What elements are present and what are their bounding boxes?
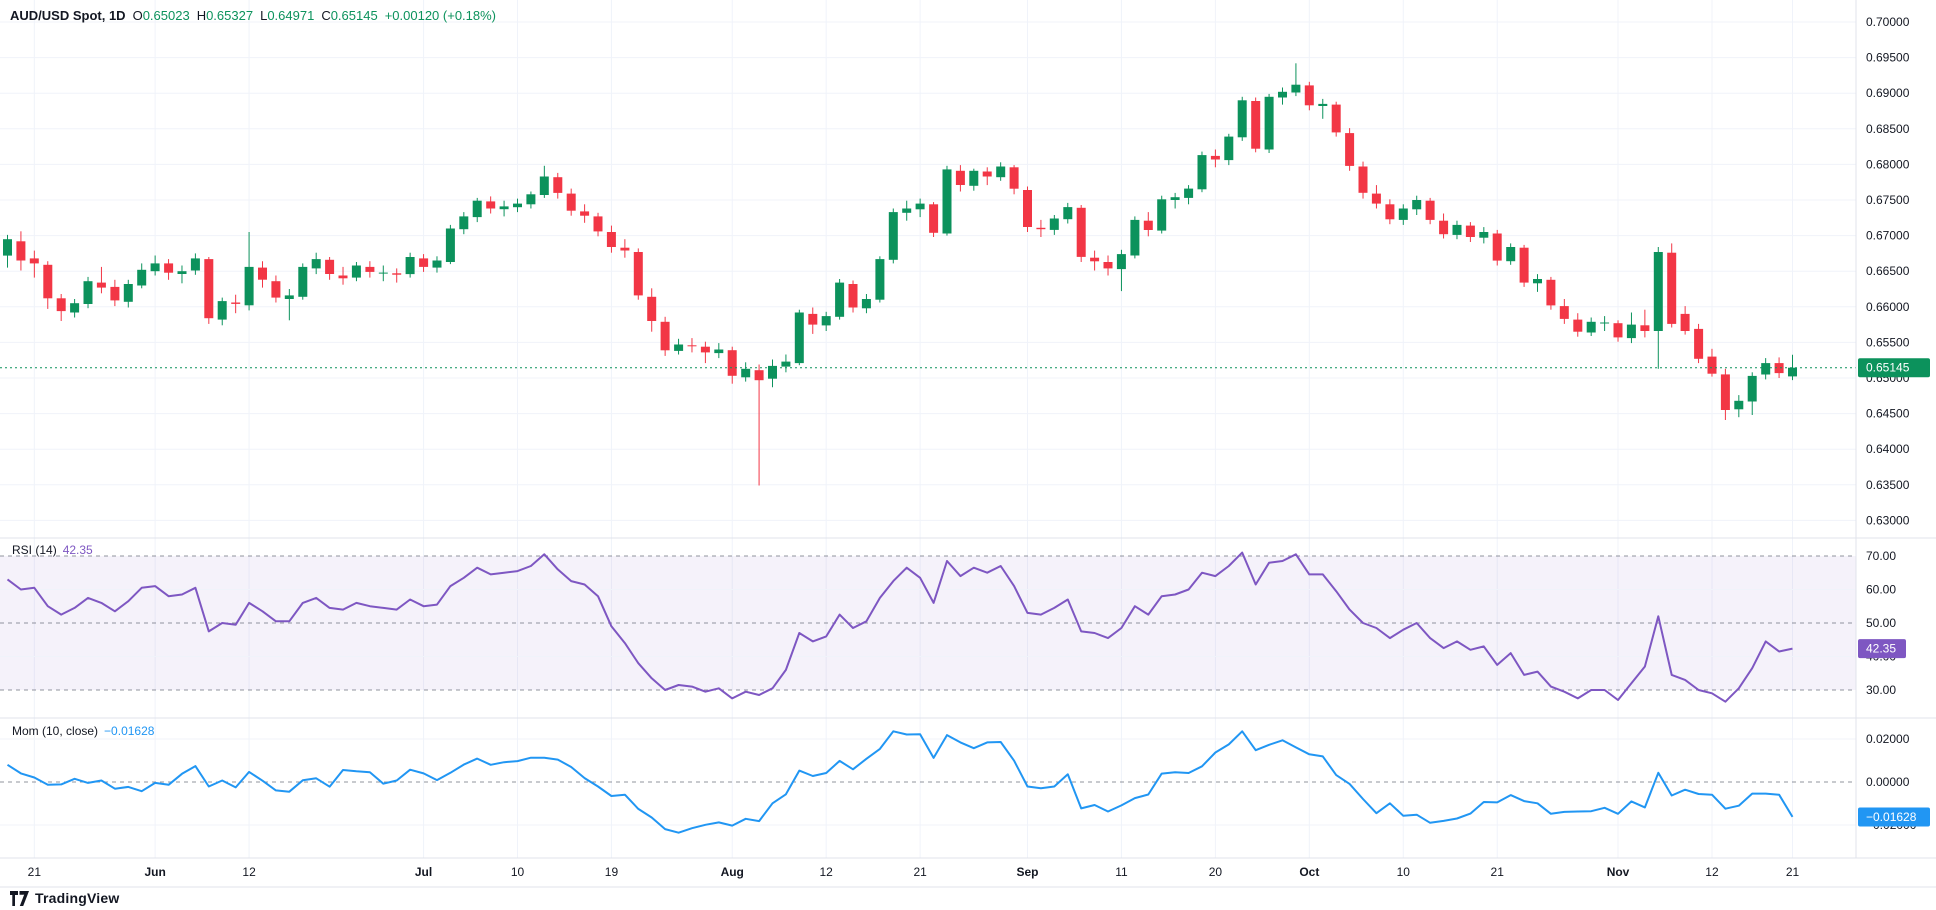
ohlc-open: O0.65023: [132, 8, 190, 23]
svg-text:0.65145: 0.65145: [1866, 361, 1910, 375]
time-axis-label: 19: [605, 865, 619, 879]
rsi-axis-label: 30.00: [1866, 683, 1896, 697]
candlestick-series[interactable]: [3, 63, 1797, 486]
tradingview-logo[interactable]: TradingView: [10, 890, 119, 906]
price-axis-label: 0.67500: [1866, 193, 1910, 207]
time-axis-label: Oct: [1299, 865, 1319, 879]
time-axis-label: 12: [242, 865, 256, 879]
time-axis-label: Nov: [1607, 865, 1630, 879]
ohlc-high: H0.65327: [196, 8, 254, 23]
svg-text:−0.01628: −0.01628: [1866, 810, 1917, 824]
time-axis-label: 21: [28, 865, 42, 879]
price-axis-label: 0.68500: [1866, 122, 1910, 136]
mom-badge: −0.01628: [1858, 807, 1930, 827]
ohlc-low: L0.64971: [260, 8, 315, 23]
price-axis-label: 0.69000: [1866, 86, 1910, 100]
momentum-line[interactable]: [6, 730, 1794, 834]
mom-axis-label: 0.02000: [1866, 732, 1910, 746]
price-axis-label: 0.68000: [1866, 157, 1910, 171]
price-axis-label: 0.70000: [1866, 15, 1910, 29]
time-axis-label: 21: [1491, 865, 1505, 879]
time-axis-label: 21: [1786, 865, 1800, 879]
time-axis-label: 11: [1115, 865, 1128, 879]
price-axis-label: 0.65500: [1866, 335, 1910, 349]
price-axis-label: 0.66500: [1866, 264, 1910, 278]
mom-value: −0.01628: [104, 724, 155, 738]
time-axis-label: 12: [820, 865, 834, 879]
time-axis[interactable]: 21 Jun 12 Jul 10 19 Aug 12 21 Sep 11 20 Oct 10 21 Nov 12…: [28, 865, 1800, 879]
rsi-value: 42.35: [62, 543, 93, 557]
price-axis-label: 0.64000: [1866, 442, 1910, 456]
rsi-line[interactable]: [6, 551, 1793, 703]
mom-name[interactable]: Mom (10, close): [12, 724, 99, 738]
price-axis-label: 0.67000: [1866, 229, 1910, 243]
price-axis-label: 0.64500: [1866, 407, 1910, 421]
time-axis-label: Aug: [721, 865, 744, 879]
rsi-legend: RSI (14) 42.35: [12, 543, 93, 557]
tradingview-brand-text: TradingView: [35, 890, 120, 906]
time-axis-label: 12: [1705, 865, 1719, 879]
rsi-name[interactable]: RSI (14): [12, 543, 57, 557]
change-value: +0.00120 (+0.18%): [384, 8, 497, 23]
time-axis-label: 20: [1209, 865, 1223, 879]
time-axis-label: Jun: [144, 865, 165, 879]
time-axis-label: 10: [511, 865, 525, 879]
price-axis-label: 0.69500: [1866, 51, 1910, 65]
time-axis-label: Sep: [1016, 865, 1038, 879]
price-axis-label: 0.66000: [1866, 300, 1910, 314]
rsi-axis-label: 70.00: [1866, 549, 1896, 563]
price-axis-label: 0.63500: [1866, 478, 1910, 492]
time-axis-label: Jul: [415, 865, 432, 879]
ohlc-close: C0.65145: [321, 8, 378, 23]
mom-legend: Mom (10, close) −0.01628: [12, 724, 154, 738]
symbol-title[interactable]: AUD/USD Spot, 1D: [10, 8, 126, 23]
rsi-axis-label: 60.00: [1866, 582, 1896, 596]
rsi-badge: 42.35: [1858, 639, 1906, 659]
time-axis-label: 21: [913, 865, 927, 879]
price-badge: 0.65145: [1858, 358, 1930, 378]
time-axis-label: 10: [1397, 865, 1411, 879]
symbol-legend: AUD/USD Spot, 1D O0.65023 H0.65327 L0.64…: [10, 8, 496, 23]
mom-axis-label: 0.00000: [1866, 775, 1910, 789]
rsi-axis-label: 50.00: [1866, 616, 1896, 630]
tradingview-logo-icon: [10, 890, 29, 906]
price-axis-label: 0.63000: [1866, 513, 1910, 527]
svg-text:42.35: 42.35: [1866, 642, 1896, 656]
